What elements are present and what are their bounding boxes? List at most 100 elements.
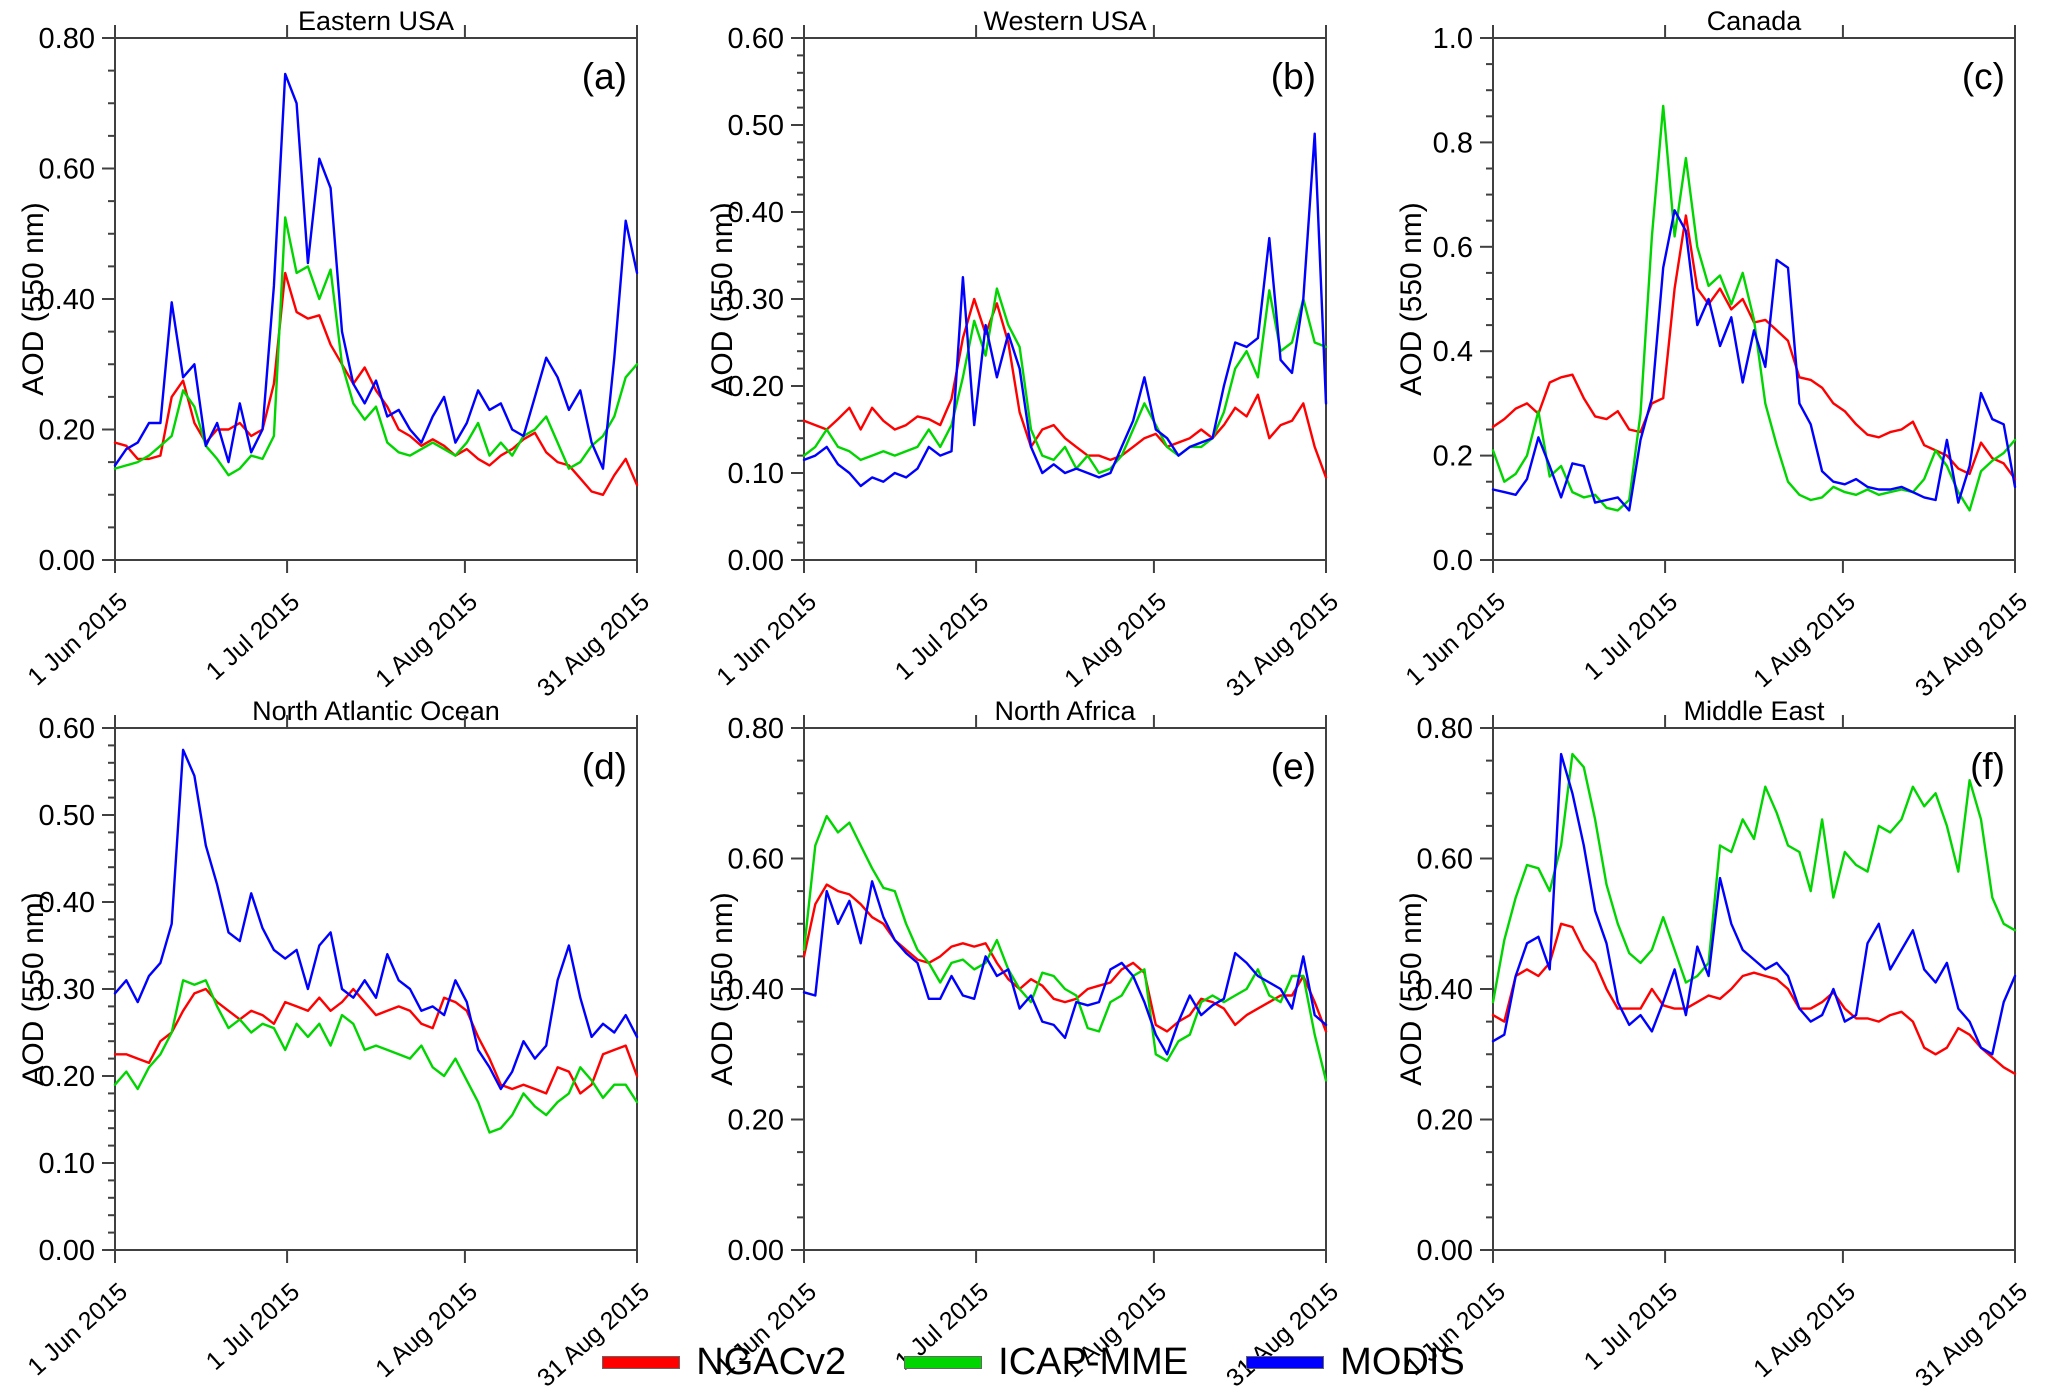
legend-label: MODIS bbox=[1340, 1340, 1465, 1383]
panel-letter-label: (a) bbox=[581, 56, 627, 97]
plot-area: 0.000.100.200.300.400.500.601 Jun 2015 1 … bbox=[22, 713, 655, 1392]
x-tick-label: 1 Jul 2015 bbox=[1579, 588, 1683, 686]
series-line-icap-mme bbox=[802, 814, 1328, 1082]
plot-area: 0.000.200.400.600.801 Jun 2015 1 Jul 2015… bbox=[1400, 713, 2033, 1392]
axes-c bbox=[1480, 25, 2016, 573]
y-tick-label: 0.30 bbox=[39, 974, 95, 1006]
y-tick-label: 0.60 bbox=[39, 154, 95, 186]
axes-d bbox=[102, 715, 638, 1263]
y-tick-label: 0.4 bbox=[1433, 336, 1473, 368]
y-tick-label: 0.50 bbox=[728, 110, 784, 142]
panel-title: North Atlantic Ocean bbox=[252, 696, 500, 726]
series-line-ngacv2 bbox=[1491, 214, 2017, 481]
y-tick-label: 0.20 bbox=[728, 371, 784, 403]
y-tick-label: 0.30 bbox=[728, 284, 784, 316]
plot-area: 0.00 0.20 0.40 0.60 0.80 1 Jun 2015 1 Jul 2015… bbox=[22, 23, 655, 703]
plot-area: 0.0 0.2 0.4 0.6 0.8 1.0 1 Jun 2015 1 Jul 2015 1 … bbox=[1400, 23, 2033, 703]
y-tick-label: 0.0 bbox=[1433, 545, 1473, 577]
panel-eastern-usa: Eastern USA (a) AOD (550 nm) 0.00 0.20 0.4… bbox=[0, 0, 689, 702]
x-tick-label: 1 Aug 2015 bbox=[1748, 588, 1861, 693]
y-tick-label: 0.2 bbox=[1433, 441, 1473, 473]
series-line-modis bbox=[1491, 752, 2017, 1056]
y-tick-label: 0.10 bbox=[39, 1148, 95, 1180]
y-tick-label: 0.80 bbox=[39, 23, 95, 55]
legend-label: ICAP-MME bbox=[998, 1340, 1189, 1383]
y-tick-label: 0.00 bbox=[39, 1235, 95, 1267]
series-line-modis bbox=[802, 880, 1328, 1056]
legend-item-ngacv2: NGACv2 bbox=[602, 1341, 846, 1384]
y-tick-label: 0.6 bbox=[1433, 232, 1473, 264]
axes-a bbox=[102, 25, 638, 573]
panel-title: Canada bbox=[1706, 6, 1802, 36]
panel-north-atlantic-ocean: North Atlantic Ocean (d) AOD (550 nm) 0.… bbox=[0, 690, 689, 1392]
icap-mme-line-swatch bbox=[904, 1355, 983, 1369]
y-tick-label: 0.50 bbox=[39, 800, 95, 832]
y-tick-label: 0.80 bbox=[728, 713, 784, 745]
y-tick-label: 0.00 bbox=[39, 545, 95, 577]
panel-letter-label: (d) bbox=[581, 746, 627, 787]
x-tick-label: 31 Aug 2015 bbox=[1221, 588, 1344, 703]
y-tick-label: 0.20 bbox=[39, 1061, 95, 1093]
plot-area: 0.000.200.400.600.801 Jun 2015 1 Jul 2015… bbox=[711, 713, 1344, 1392]
series-line-icap-mme bbox=[113, 979, 639, 1134]
panel-canada: Canada (c) AOD (550 nm) 0.0 0.2 0.4 0.6 0.8 1… bbox=[1378, 0, 2067, 702]
y-tick-label: 0.60 bbox=[728, 844, 784, 876]
y-tick-label: 0.00 bbox=[728, 545, 784, 577]
y-tick-label: 0.60 bbox=[1417, 844, 1473, 876]
legend-item-modis: MODIS bbox=[1246, 1341, 1465, 1384]
y-tick-label: 0.00 bbox=[1417, 1235, 1473, 1267]
y-tick-label: 0.40 bbox=[728, 197, 784, 229]
y-tick-label: 1.0 bbox=[1433, 23, 1473, 55]
series-line-ngacv2 bbox=[1491, 922, 2017, 1075]
y-tick-label: 0.40 bbox=[728, 974, 784, 1006]
x-tick-label: 31 Aug 2015 bbox=[532, 588, 655, 703]
series-line-modis bbox=[113, 72, 639, 470]
axes-b bbox=[791, 25, 1327, 573]
plot-area: 0.00 0.10 0.20 0.30 0.40 0.50 0.60 1 Jun 2015 1 … bbox=[711, 23, 1344, 703]
panel-middle-east: Middle East (f) AOD (550 nm) 0.00 0.20 0.4… bbox=[1378, 690, 2067, 1392]
y-tick-label: 0.40 bbox=[39, 284, 95, 316]
y-tick-label: 0.8 bbox=[1433, 127, 1473, 159]
series-line-ngacv2 bbox=[113, 987, 639, 1095]
series-line-ngacv2 bbox=[802, 883, 1328, 1033]
series-line-icap-mme bbox=[1491, 104, 2017, 512]
x-tick-label: 1 Aug 2015 bbox=[370, 588, 483, 693]
series-line-modis bbox=[802, 132, 1328, 488]
x-tick-label: 1 Jun 2015 bbox=[22, 588, 133, 692]
panel-title: Eastern USA bbox=[297, 6, 455, 36]
y-tick-label: 0.10 bbox=[728, 458, 784, 490]
y-tick-label: 0.80 bbox=[1417, 713, 1473, 745]
x-tick-label: 1 Jun 2015 bbox=[711, 588, 822, 692]
y-tick-label: 0.60 bbox=[728, 23, 784, 55]
panel-western-usa: Western USA (b) AOD (550 nm) 0.00 0.10 0.2… bbox=[689, 0, 1378, 702]
legend-label: NGACv2 bbox=[696, 1340, 847, 1383]
series-line-modis bbox=[113, 748, 639, 1091]
series-line-icap-mme bbox=[1491, 752, 2017, 1004]
x-tick-label: 1 Jun 2015 bbox=[1400, 588, 1511, 692]
y-tick-label: 0.20 bbox=[39, 415, 95, 447]
y-tick-label: 0.20 bbox=[1417, 1105, 1473, 1137]
y-tick-label: 0.40 bbox=[1417, 974, 1473, 1006]
x-tick-label: 1 Jul 2015 bbox=[201, 588, 305, 686]
y-tick-label: 0.00 bbox=[728, 1235, 784, 1267]
panel-title: North Africa bbox=[994, 696, 1136, 726]
panel-north-africa: North Africa (e) AOD (550 nm) 0.00 0.20 0.… bbox=[689, 690, 1378, 1392]
legend: NGACv2 ICAP-MME MODIS bbox=[0, 1334, 2067, 1390]
y-tick-label: 0.20 bbox=[728, 1105, 784, 1137]
y-tick-label: 0.40 bbox=[39, 887, 95, 919]
panel-letter-label: (e) bbox=[1270, 746, 1316, 787]
x-tick-label: 1 Jul 2015 bbox=[890, 588, 994, 686]
y-tick-label: 0.60 bbox=[39, 713, 95, 745]
panel-letter-label: (f) bbox=[1970, 746, 2005, 787]
panel-title: Western USA bbox=[983, 6, 1147, 36]
axes-e bbox=[791, 715, 1327, 1263]
panel-title: Middle East bbox=[1683, 696, 1825, 726]
modis-line-swatch bbox=[1246, 1355, 1325, 1369]
series-line-modis bbox=[1491, 209, 2017, 512]
axes-f bbox=[1480, 715, 2016, 1263]
x-tick-label: 31 Aug 2015 bbox=[1910, 588, 2033, 703]
series-line-icap-mme bbox=[113, 216, 639, 477]
panel-letter-label: (c) bbox=[1961, 56, 2005, 97]
panel-letter-label: (b) bbox=[1270, 56, 1316, 97]
legend-item-icap-mme: ICAP-MME bbox=[904, 1341, 1188, 1384]
